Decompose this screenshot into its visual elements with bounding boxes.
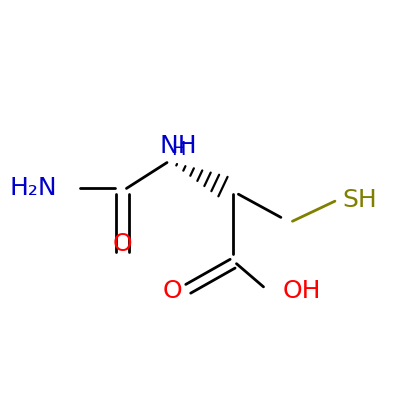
Text: OH: OH bbox=[283, 279, 321, 303]
Text: H: H bbox=[171, 140, 186, 159]
Text: O: O bbox=[163, 279, 182, 303]
Text: NH: NH bbox=[160, 134, 197, 158]
Text: O: O bbox=[113, 232, 132, 256]
Text: H₂N: H₂N bbox=[9, 176, 57, 200]
Text: SH: SH bbox=[343, 188, 377, 212]
